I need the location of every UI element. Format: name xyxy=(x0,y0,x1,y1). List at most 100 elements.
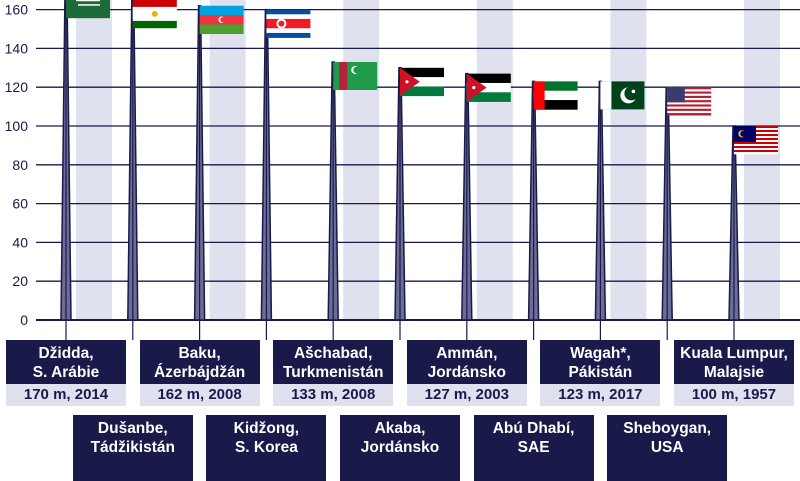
flag-stripe xyxy=(266,9,311,15)
flag-star xyxy=(405,80,409,84)
flag-triangle xyxy=(400,67,420,96)
flag-crescent-cut xyxy=(624,86,639,101)
city-label: Dušanbe, Tádžikistán xyxy=(72,415,193,481)
flag-stripe xyxy=(199,5,244,16)
y-tick-label: 0 xyxy=(20,312,28,328)
height-year-label: 162 m, 2008 xyxy=(139,384,260,406)
flag-star xyxy=(631,89,636,94)
city-label: Ammán, Jordánsko 127 m, 2003 xyxy=(406,340,527,406)
city-name: Akaba, Jordánsko xyxy=(360,420,440,456)
north-korea-flag xyxy=(266,9,311,38)
flag-stripe xyxy=(466,82,511,93)
flag-stripe xyxy=(667,104,712,107)
flag-sword xyxy=(78,4,100,6)
city-label: Abú Dhabí, SAE xyxy=(473,415,594,481)
flag-stripe xyxy=(132,0,177,8)
flag-stripe xyxy=(533,100,578,110)
flag-stripe xyxy=(734,144,778,147)
turkmenistan-flag xyxy=(333,61,378,90)
flag-stripe xyxy=(400,67,444,78)
flag-stripe xyxy=(667,89,712,92)
flag-script xyxy=(76,0,100,2)
flag-stripe xyxy=(667,113,712,116)
flag-canton xyxy=(667,87,685,103)
flag-stripe xyxy=(266,32,311,38)
city-name: Baku, Ázerbájdžán xyxy=(153,345,246,381)
flag-hoist-bar xyxy=(600,81,612,110)
flag-stripe xyxy=(734,148,778,151)
city-name: Sheboygan, USA xyxy=(623,420,712,456)
city-name: Abú Dhabí, SAE xyxy=(492,420,575,456)
city-label: Kuala Lumpur, Malajsie 100 m, 1957 xyxy=(674,340,794,406)
y-tick-label: 100 xyxy=(5,118,29,134)
saudi-arabia-flag xyxy=(66,0,110,19)
city-name: Wagah*, Pákistán xyxy=(568,345,633,381)
flag-stripe xyxy=(266,14,311,20)
y-tick-label: 80 xyxy=(12,157,28,173)
flag-stripe xyxy=(466,92,511,102)
malaysia-flag xyxy=(734,126,778,155)
flag-stripe xyxy=(533,90,578,101)
flag-stripe xyxy=(266,18,311,24)
city-label: Sheboygan, USA xyxy=(607,415,728,481)
city-name: Kuala Lumpur, Malajsie xyxy=(680,345,788,381)
background-stripe xyxy=(744,0,780,320)
height-year-label: 133 m, 2008 xyxy=(273,384,394,406)
height-year-label: 123 m, 2017 xyxy=(540,384,661,406)
flag-stripe xyxy=(533,81,578,92)
flag-stripe xyxy=(667,87,712,90)
flag-stripe xyxy=(734,142,778,145)
flag-stripe xyxy=(667,106,712,110)
usa-flag xyxy=(667,87,712,116)
flag-stripe xyxy=(667,102,712,105)
flag-stripe xyxy=(667,95,712,99)
height-year-label: 170 m, 2014 xyxy=(6,384,126,406)
background-stripe xyxy=(476,0,513,320)
flag-stripe xyxy=(667,108,712,112)
flag-crescent-cut xyxy=(220,17,226,23)
uae-flag xyxy=(533,81,578,110)
background-stripe xyxy=(343,0,380,320)
flag-stripe xyxy=(266,23,311,29)
city-label: Ašchabad, Turkmenistán 133 m, 2008 xyxy=(273,340,394,406)
flagpole-chart: 0 20 40 60 80 100 120 140 160 xyxy=(5,0,800,340)
pakistan-flag xyxy=(600,81,645,110)
city-name: Džidda, S. Arábie xyxy=(32,345,100,381)
flag-crescent-cut xyxy=(740,130,747,137)
jordan-flag xyxy=(466,73,511,102)
y-tick-label: 40 xyxy=(12,234,28,250)
flag-stripe xyxy=(734,152,778,155)
flag-stripe xyxy=(132,20,177,29)
flag-stripe xyxy=(734,146,778,149)
tajikistan-flag xyxy=(132,0,177,29)
flag-stripe xyxy=(266,28,311,34)
azerbaijan-flag xyxy=(199,5,244,35)
city-name: Ašchabad, Turkmenistán xyxy=(282,345,384,381)
height-year-label: 127 m, 2003 xyxy=(406,384,527,406)
background-stripe xyxy=(610,0,647,320)
flag-stripe xyxy=(667,97,712,101)
city-label: Wagah*, Pákistán 123 m, 2017 xyxy=(540,340,661,406)
y-tick-label: 20 xyxy=(12,273,28,289)
flag-stripe xyxy=(667,110,712,114)
flag-stripe xyxy=(667,91,712,94)
flag-hoist-bar xyxy=(533,81,545,110)
background-stripe xyxy=(76,0,112,320)
flag-stripe xyxy=(400,86,444,97)
jordan-flag xyxy=(400,67,444,97)
city-label: Kidžong, S. Korea xyxy=(206,415,327,481)
flag-stripe xyxy=(466,73,511,84)
flag-triangle xyxy=(466,73,487,102)
city-name: Ammán, Jordánsko xyxy=(427,345,506,381)
city-label: Baku, Ázerbájdžán 162 m, 2008 xyxy=(139,340,260,406)
height-year-label: 100 m, 1957 xyxy=(674,384,794,406)
flag-stripe xyxy=(667,100,712,103)
city-label: Džidda, S. Arábie 170 m, 2014 xyxy=(6,340,126,406)
flag-carpet xyxy=(339,61,348,90)
y-tick-label: 60 xyxy=(12,196,28,212)
flag-stripe xyxy=(667,93,712,97)
city-name: Dušanbe, Tádžikistán xyxy=(90,420,175,456)
flag-star xyxy=(278,20,285,27)
y-tick-label: 120 xyxy=(5,79,29,95)
flag-crescent-cut xyxy=(353,66,361,74)
